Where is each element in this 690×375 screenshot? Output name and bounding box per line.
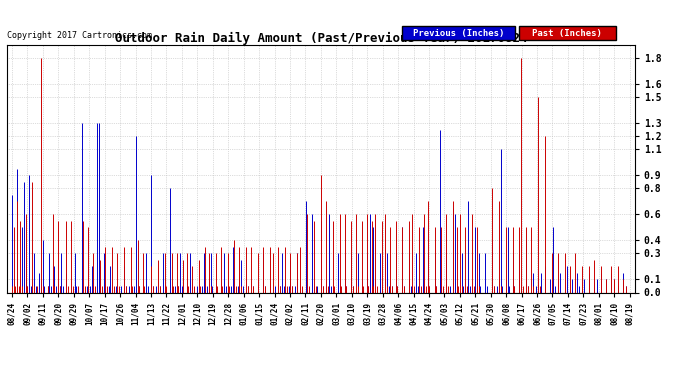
FancyBboxPatch shape <box>519 26 616 40</box>
Text: Previous (Inches): Previous (Inches) <box>413 28 504 38</box>
FancyBboxPatch shape <box>402 26 515 40</box>
Text: Past (Inches): Past (Inches) <box>532 28 602 38</box>
Text: Copyright 2017 Cartronics.com: Copyright 2017 Cartronics.com <box>7 31 152 40</box>
Title: Outdoor Rain Daily Amount (Past/Previous Year) 20170824: Outdoor Rain Daily Amount (Past/Previous… <box>115 32 527 45</box>
